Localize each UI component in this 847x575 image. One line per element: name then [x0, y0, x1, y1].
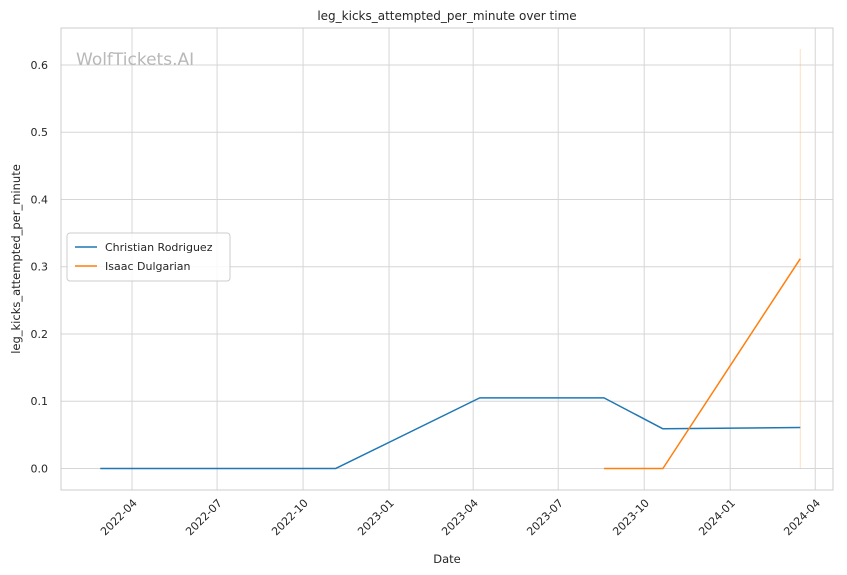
- plot-frame: [60, 27, 834, 491]
- y-tick-label: 0.6: [31, 59, 49, 72]
- series-lines: [100, 258, 801, 470]
- y-axis-label: leg_kicks_attempted_per_minute: [9, 164, 23, 354]
- watermark: WolfTickets.AI: [76, 50, 194, 70]
- legend: Christian Rodriguez Isaac Dulgarian: [66, 232, 231, 282]
- y-tick-label: 0.5: [31, 126, 49, 139]
- y-tick-label: 0.3: [31, 261, 49, 274]
- legend-label: Christian Rodriguez: [105, 241, 213, 254]
- legend-box: [66, 232, 231, 282]
- series-line-0: [100, 397, 801, 470]
- y-tick-labels: 0.0 0.1 0.2 0.3 0.4 0.5 0.6: [31, 59, 49, 475]
- legend-label: Isaac Dulgarian: [105, 260, 191, 273]
- x-axis-label: Date: [433, 552, 461, 566]
- y-tick-label: 0.0: [31, 462, 49, 475]
- y-tick-label: 0.2: [31, 328, 49, 341]
- y-tick-label: 0.1: [31, 395, 49, 408]
- chart-title: leg_kicks_attempted_per_minute over time: [317, 9, 576, 23]
- y-tick-label: 0.4: [31, 193, 49, 206]
